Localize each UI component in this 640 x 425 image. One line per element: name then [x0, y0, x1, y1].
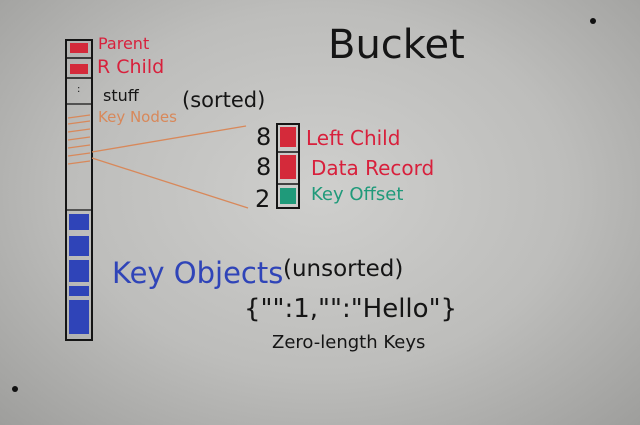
- data-record-size: 8: [256, 153, 272, 181]
- r-child-label: R Child: [97, 56, 165, 78]
- svg-text::: :: [77, 84, 80, 95]
- key-offset-size: 2: [255, 185, 271, 213]
- key-nodes-label: Key Nodes: [98, 108, 177, 126]
- board-dot-bottom: [12, 386, 18, 392]
- key-node-connectors: [91, 125, 249, 209]
- parent-label: Parent: [98, 34, 150, 53]
- bucket-column: [65, 39, 93, 341]
- data-record-label: Data Record: [311, 156, 435, 180]
- key-node-rows: [67, 114, 91, 165]
- key-object-cells: [66, 209, 92, 334]
- unsorted-label: (unsorted): [283, 256, 404, 282]
- board-dot-top: [590, 18, 596, 24]
- key-offset-label: Key Offset: [311, 184, 404, 205]
- key-offset-field: [280, 188, 296, 204]
- header-cells: :: [66, 43, 92, 105]
- left-child-size: 8: [256, 123, 272, 151]
- stuff-label: stuff: [103, 86, 139, 105]
- left-child-field: [280, 127, 296, 147]
- left-child-label: Left Child: [306, 126, 401, 150]
- bucket-title: Bucket: [328, 22, 465, 68]
- example-json: {"":1,"":"Hello"}: [244, 294, 458, 324]
- key-node-detail-box: [276, 123, 300, 209]
- r-child-cell-fill: [70, 64, 88, 74]
- data-record-field: [280, 155, 296, 179]
- sorted-label: (sorted): [182, 88, 266, 112]
- zero-length-keys-label: Zero-length Keys: [272, 332, 426, 353]
- key-objects-label: Key Objects: [112, 256, 284, 290]
- parent-cell-fill: [70, 43, 88, 53]
